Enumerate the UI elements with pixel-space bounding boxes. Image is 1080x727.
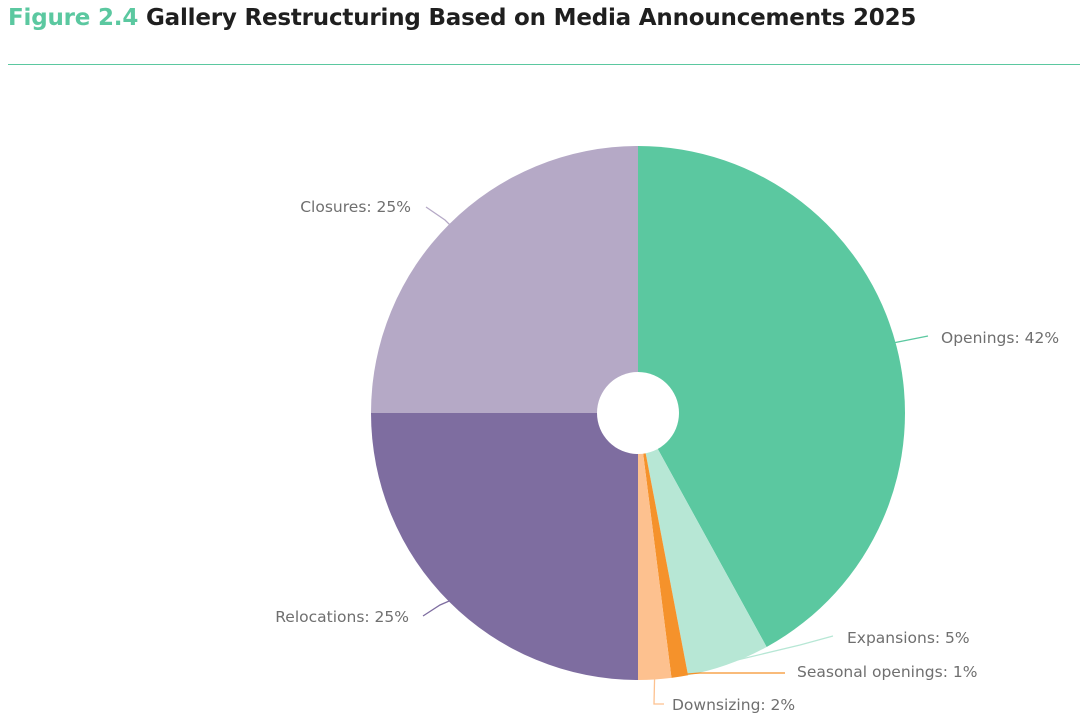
figure-title: Figure 2.4 Gallery Restructuring Based o… [8,2,916,34]
leader-line-seasonal-openings [679,672,785,676]
slice-labels: Openings: 42% Expansions: 5% Seasonal open… [275,198,1059,714]
slice-label-downsizing: Downsizing: 2% [672,696,795,714]
pie-slice-seasonal-openings [638,413,689,678]
pie-slice-relocations [371,413,638,680]
leader-line-closures [425,206,452,227]
slice-label-expansions: Expansions: 5% [847,629,970,647]
leader-line-openings [892,335,929,348]
slice-label-relocations: Relocations: 25% [275,608,409,626]
pie-slice-openings [638,146,905,647]
slice-label-closures: Closures: 25% [300,198,411,216]
leader-line-expansions [727,635,834,663]
pie-slices [371,146,905,680]
slice-label-openings: Openings: 42% [941,329,1059,347]
pie-slice-expansions [638,413,767,676]
figure-title-text: Gallery Restructuring Based on Media Ann… [145,5,917,31]
leader-line-relocations [422,599,451,617]
pie-slice-closures [371,146,638,413]
pie-slice-downsizing [638,413,672,680]
leader-lines [422,206,929,705]
title-divider [8,64,1080,65]
slice-label-seasonal-openings: Seasonal openings: 1% [797,663,977,681]
donut-hole [597,372,679,454]
leader-line-downsizing [653,677,664,705]
figure-number: Figure 2.4 [8,5,139,31]
